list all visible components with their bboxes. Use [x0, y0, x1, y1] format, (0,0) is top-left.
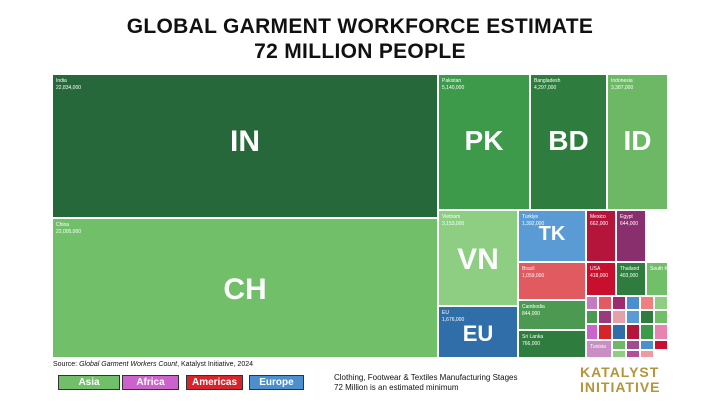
tile-mexico: Mexico 662,000: [586, 210, 616, 262]
tile-value: 1,059,000: [522, 273, 545, 279]
tile-value: 5,140,000: [442, 85, 465, 91]
tile-value: 4,297,000: [534, 85, 557, 91]
tile-abbreviation: BD: [548, 125, 589, 156]
tile-small-country: [640, 310, 654, 324]
tile-label: India: [56, 78, 67, 84]
tile-value: 1,392,000: [522, 221, 545, 227]
tile-small-country: [626, 324, 640, 340]
tile-vietnam: Vietnam 3,153,000 VN: [438, 210, 518, 306]
tile-label: Thailand: [620, 266, 640, 272]
tile-india: India 22,834,000 IN: [52, 74, 438, 218]
tile-small-country: [598, 324, 612, 340]
tile-value: 766,000: [522, 341, 541, 347]
tile-small-country: [612, 350, 626, 358]
legend-africa: Africa: [122, 375, 179, 390]
tile-value: 22,005,000: [56, 229, 82, 235]
tile-turkiye: Turkiye 1,392,000 TK: [518, 210, 586, 262]
tile-china: China 22,005,000 CH: [52, 218, 438, 358]
tile-small-country: [586, 296, 598, 310]
tile-cambodia: Cambodia 844,000: [518, 300, 586, 330]
tile-abbreviation: ID: [623, 125, 652, 156]
tile-label: Turkiye: [522, 214, 539, 220]
tile-small-country: [640, 296, 654, 310]
tile-value: 3,387,000: [611, 85, 634, 91]
tile-eu: EU 1,676,000 EU: [438, 306, 518, 358]
tile-small-country: [598, 296, 612, 310]
tile-small-country: [612, 340, 626, 350]
tile-small-country: [626, 310, 640, 324]
tile-small-country: [640, 324, 654, 340]
treemap-chart: India 22,834,000 IN China 22,005,000 CH Pakist…: [52, 74, 668, 358]
tile-abbreviation: TK: [538, 223, 566, 245]
source-prefix: Source:: [53, 361, 80, 368]
source-note: Source: Global Garment Workers Count, Ka…: [53, 361, 253, 368]
tile-tunisia: Tunisia: [586, 340, 612, 358]
tile-value: 662,000: [590, 221, 609, 227]
source-suffix: , Katalyst Initiative, 2024: [177, 361, 254, 368]
tile-pakistan: Pakistan 5,140,000 PK: [438, 74, 530, 210]
legend-americas: Americas: [186, 375, 243, 390]
tile-small-country: [654, 340, 668, 350]
tile-small-country: [586, 324, 598, 340]
tile-small-country: [626, 296, 640, 310]
tile-abbreviation: VN: [457, 243, 499, 276]
legend-europe: Europe: [249, 375, 304, 390]
tile-label: Indonesia: [611, 78, 633, 84]
tile-sri-lanka: Sri Lanka 766,000: [518, 330, 586, 358]
tile-value: 1,676,000: [442, 317, 465, 323]
note-line-2: 72 Million is an estimated minimum: [334, 383, 459, 392]
tile-small-country: [626, 350, 640, 358]
tile-value: 3,153,000: [442, 221, 465, 227]
tile-small-country: [598, 310, 612, 324]
tile-label: USA: [590, 266, 601, 272]
tile-small-country: [612, 324, 626, 340]
legend-asia: Asia: [58, 375, 120, 390]
tile-small-country: [640, 340, 654, 350]
tile-abbreviation: PK: [464, 125, 504, 156]
chart-title-line-2: 72 MILLION PEOPLE: [254, 40, 466, 63]
tile-value: 418,000: [590, 273, 609, 279]
tile-abbreviation: IN: [230, 125, 260, 158]
tile-label: Tunisia: [590, 344, 606, 350]
tile-indonesia: Indonesia 3,387,000 ID: [607, 74, 668, 210]
tile-value: 22,834,000: [56, 85, 82, 91]
tile-thailand: Thailand 403,000: [616, 262, 646, 296]
logo-initiative: INITIATIVE: [580, 379, 661, 395]
tile-small-country: [654, 324, 668, 340]
tile-label: Bangladesh: [534, 78, 561, 84]
tile-south-korea: South Korea: [646, 262, 668, 296]
tile-abbreviation: CH: [223, 273, 267, 306]
tile-label: Brazil: [522, 266, 535, 272]
source-title: Global Garment Workers Count: [79, 361, 178, 368]
note-line-1: Clothing, Footwear & Textiles Manufactur…: [334, 373, 518, 382]
tile-abbreviation: EU: [462, 321, 494, 346]
tile-small-country: [586, 310, 598, 324]
tile-label: Egypt: [620, 214, 633, 220]
tile-label: Mexico: [590, 214, 606, 220]
tile-label: China: [56, 222, 70, 228]
tile-label: Vietnam: [442, 214, 461, 220]
tile-egypt: Egypt 644,000: [616, 210, 646, 262]
tile-label: EU: [442, 310, 449, 316]
tile-small-country: [626, 340, 640, 350]
tile-label: Cambodia: [522, 304, 545, 310]
tile-usa: USA 418,000: [586, 262, 616, 296]
tile-small-country: [612, 296, 626, 310]
chart-title-line-1: GLOBAL GARMENT WORKFORCE ESTIMATE: [126, 15, 594, 38]
tile-label: South Korea: [650, 266, 668, 272]
tile-bangladesh: Bangladesh 4,297,000 BD: [530, 74, 607, 210]
logo-katalyst: KATALYST: [580, 364, 660, 380]
tile-small-country: [640, 350, 654, 358]
tile-small-country: [654, 296, 668, 310]
tile-brazil: Brazil 1,059,000: [518, 262, 586, 300]
tile-value: 844,000: [522, 311, 541, 317]
tile-small-country: [654, 310, 668, 324]
tile-value: 403,000: [620, 273, 639, 279]
tile-label: Sri Lanka: [522, 334, 544, 340]
tile-small-country: [612, 310, 626, 324]
tile-label: Pakistan: [442, 78, 462, 84]
tile-value: 644,000: [620, 221, 639, 227]
